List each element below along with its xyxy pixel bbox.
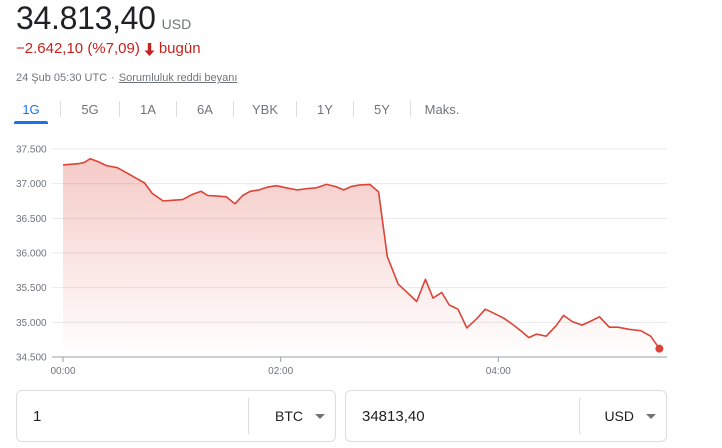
- y-tick-label: 36.500: [16, 214, 47, 225]
- converter-divider: [579, 398, 580, 434]
- price-area-fill: [63, 158, 660, 357]
- converter-to: USD: [345, 390, 667, 442]
- x-tick-label: 02:00: [268, 366, 293, 375]
- from-currency-select[interactable]: BTC: [249, 391, 335, 441]
- y-tick-label: 34.500: [16, 353, 47, 364]
- tab-divider: [60, 101, 61, 117]
- tab-divider: [410, 101, 411, 117]
- price-chart[interactable]: 37.500 37.000 36.500 36.000 35.500 35.000 34.5…: [0, 130, 722, 375]
- y-tick-label: 37.000: [16, 179, 47, 190]
- tab-divider: [233, 101, 234, 117]
- tab-divider: [176, 101, 177, 117]
- from-amount-input[interactable]: [17, 391, 248, 441]
- tab-1g[interactable]: 1G: [14, 96, 48, 124]
- tab-5g[interactable]: 5G: [81, 101, 99, 117]
- change-period: bugün: [158, 40, 201, 57]
- from-currency-label: BTC: [275, 408, 303, 424]
- to-currency-label: USD: [604, 408, 634, 424]
- x-tick-label: 04:00: [486, 366, 511, 375]
- tab-divider: [119, 101, 120, 117]
- y-tick-label: 37.500: [16, 145, 47, 156]
- tab-divider: [296, 101, 297, 117]
- y-tick-label: 35.000: [16, 318, 47, 329]
- meta-row: 24 Şub 05:30 UTC · Sorumluluk reddi beyanı: [16, 72, 237, 84]
- x-tick-label: 00:00: [50, 366, 75, 375]
- tab-1y[interactable]: 1Y: [317, 101, 333, 117]
- to-currency-select[interactable]: USD: [580, 391, 666, 441]
- tab-maks[interactable]: Maks.: [424, 101, 460, 117]
- current-price: 34.813,40: [16, 0, 156, 36]
- change-value: −2.642,10 (%7,09): [16, 40, 140, 57]
- converter-divider: [248, 398, 249, 434]
- price-currency: USD: [161, 16, 192, 32]
- caret-down-icon: [646, 413, 656, 419]
- arrow-down-icon: [144, 42, 156, 56]
- timestamp: 24 Şub 05:30 UTC: [16, 72, 108, 84]
- tab-divider: [353, 101, 354, 117]
- to-amount-input[interactable]: [346, 391, 579, 441]
- price-header: 34.813,40 USD: [16, 0, 191, 38]
- price-change: −2.642,10 (%7,09) bugün: [16, 40, 201, 57]
- y-tick-label: 36.000: [16, 249, 47, 260]
- tab-1a[interactable]: 1A: [140, 101, 156, 117]
- disclaimer-link[interactable]: Sorumluluk reddi beyanı: [118, 72, 238, 84]
- converter-from: BTC: [16, 390, 336, 442]
- price-line: [62, 157, 661, 350]
- caret-down-icon: [315, 413, 325, 419]
- last-price-point: [655, 344, 664, 353]
- tab-5y[interactable]: 5Y: [374, 101, 390, 117]
- range-tabs: 1G 5G 1A 6A YBK 1Y 5Y Maks.: [14, 96, 473, 124]
- tab-6a[interactable]: 6A: [197, 101, 213, 117]
- y-tick-label: 35.500: [16, 283, 47, 294]
- tab-ybk[interactable]: YBK: [251, 101, 278, 117]
- meta-separator: ·: [111, 72, 115, 84]
